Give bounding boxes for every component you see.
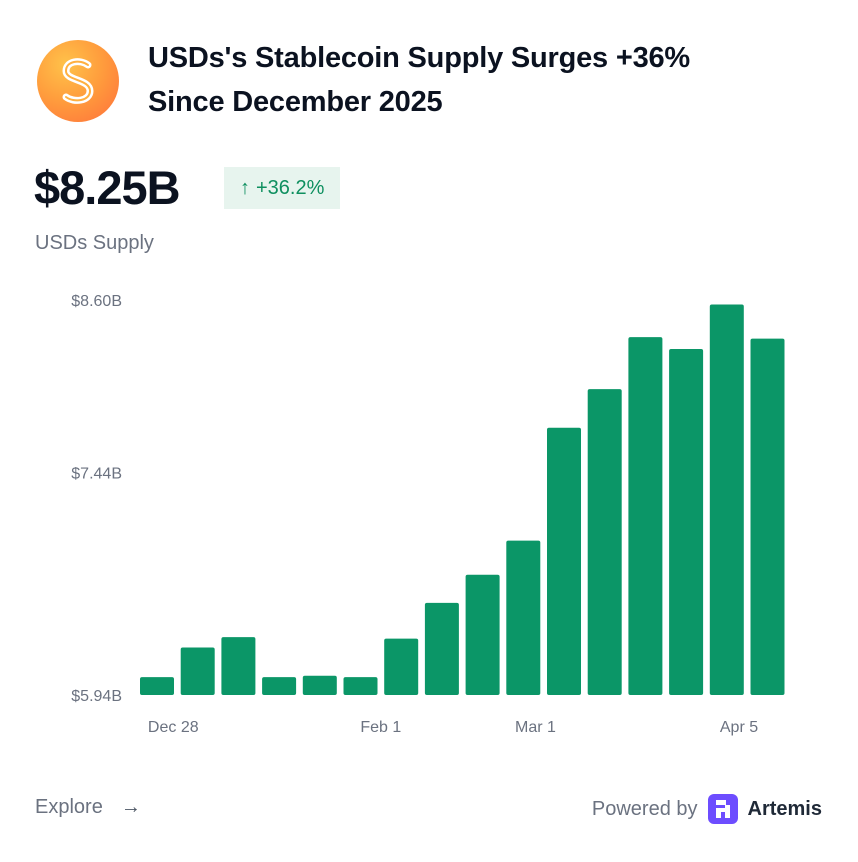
usds-s-logo-icon [37,40,119,122]
bar[interactable] [506,540,541,695]
y-tick-label: $8.60B [71,293,122,310]
explore-label: Explore [35,796,103,818]
title-line-1: USDs's Stablecoin Supply Surges +36% [148,42,691,74]
y-tick-label: $7.44B [71,465,122,482]
bar[interactable] [547,427,581,695]
bar[interactable] [628,337,663,695]
bar[interactable] [669,349,704,695]
change-badge: ↑ +36.2% [224,167,341,209]
x-tick-label: Dec 28 [148,719,199,736]
bar[interactable] [180,647,215,695]
page-title: USDs's Stablecoin Supply Surges +36% Sin… [148,36,828,124]
powered-by[interactable]: Powered by Artemis [592,794,822,824]
title-line-2: Since December 2025 [148,86,443,118]
bar[interactable] [140,677,174,695]
bar[interactable] [221,637,256,695]
bar[interactable] [424,602,459,695]
arrow-up-icon: ↑ [240,177,250,199]
x-tick-label: Mar 1 [515,719,556,736]
y-tick-label: $5.94B [71,688,122,705]
bar[interactable] [465,574,500,695]
bar[interactable] [750,338,785,695]
artemis-brand-name: Artemis [747,797,822,820]
x-tick-label: Feb 1 [360,719,401,736]
powered-by-label: Powered by [591,797,698,820]
bar[interactable] [262,677,297,695]
metric-label: USDs Supply [35,232,154,254]
bar[interactable] [587,389,622,695]
bar[interactable] [302,675,337,695]
change-value: +36.2% [256,177,325,199]
supply-bar-chart: $8.60B $7.44B $5.94B Dec 28 Feb 1 Mar 1 Apr 5 [71,293,785,736]
supply-value: $8.25B [34,161,181,214]
x-tick-label: Apr 5 [720,719,758,736]
artemis-logo-icon [707,794,738,824]
bar[interactable] [709,304,744,695]
bar[interactable] [343,677,378,695]
bar[interactable] [384,638,419,695]
explore-link[interactable]: Explore → [35,796,141,819]
arrow-right-icon: → [120,796,141,818]
